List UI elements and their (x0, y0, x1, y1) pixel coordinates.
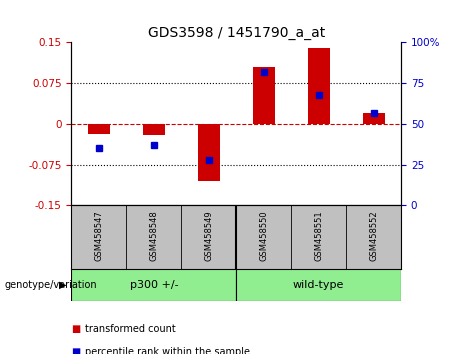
Bar (143, 124, 165, 135)
Bar (253, 67, 275, 124)
Text: GSM458548: GSM458548 (149, 210, 159, 261)
Bar (198, 124, 220, 181)
Text: ■: ■ (71, 324, 81, 334)
Bar (307, 48, 330, 124)
Text: GSM458549: GSM458549 (204, 210, 213, 261)
Bar (88, 124, 110, 134)
Text: ■: ■ (71, 347, 81, 354)
Bar (71, 269, 236, 301)
Text: genotype/variation: genotype/variation (5, 280, 97, 290)
Text: ▶: ▶ (59, 280, 67, 290)
Bar (363, 113, 384, 124)
Bar (236, 269, 401, 301)
Title: GDS3598 / 1451790_a_at: GDS3598 / 1451790_a_at (148, 26, 325, 40)
Text: GSM458547: GSM458547 (95, 210, 103, 261)
Text: percentile rank within the sample: percentile rank within the sample (85, 347, 250, 354)
Text: p300 +/-: p300 +/- (130, 280, 178, 290)
Text: transformed count: transformed count (85, 324, 176, 334)
Text: GSM458551: GSM458551 (314, 210, 323, 261)
Text: GSM458550: GSM458550 (259, 210, 268, 261)
Text: wild-type: wild-type (293, 280, 344, 290)
Text: GSM458552: GSM458552 (369, 210, 378, 261)
